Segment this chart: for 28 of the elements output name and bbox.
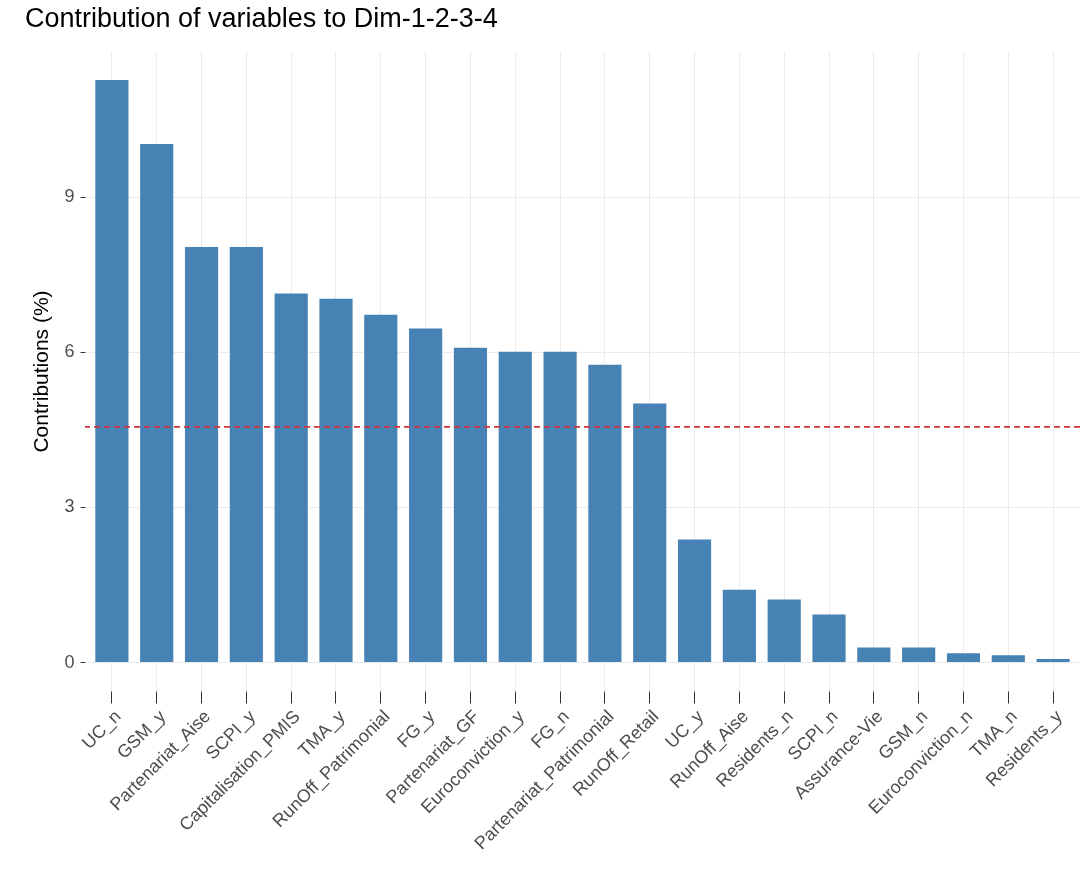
bar: [946, 653, 981, 663]
y-tick-label: 3: [64, 496, 75, 517]
bar: [722, 589, 756, 663]
bar: [902, 647, 936, 663]
y-tick-label: 0: [64, 651, 75, 672]
bar: [498, 351, 532, 663]
y-tick-label: 6: [64, 341, 75, 362]
y-axis-title: Contributions (%): [29, 290, 53, 453]
bar: [229, 246, 263, 663]
bar: [767, 599, 801, 663]
bar: [95, 79, 129, 663]
bar: [812, 614, 846, 663]
bar: [319, 298, 353, 663]
bar: [453, 347, 488, 663]
bar: [991, 655, 1025, 663]
y-tick-label: 9: [64, 186, 75, 207]
bar: [633, 403, 667, 663]
bar: [677, 539, 712, 663]
bar: [364, 314, 398, 663]
bar: [140, 144, 174, 663]
bar: [409, 328, 443, 663]
bar: [184, 246, 219, 663]
bar: [543, 351, 577, 663]
chart-title: Contribution of variables to Dim-1-2-3-4: [25, 3, 498, 33]
bar: [857, 647, 891, 663]
bar: [588, 364, 622, 663]
bar: [1036, 658, 1070, 663]
bar: [274, 293, 308, 663]
